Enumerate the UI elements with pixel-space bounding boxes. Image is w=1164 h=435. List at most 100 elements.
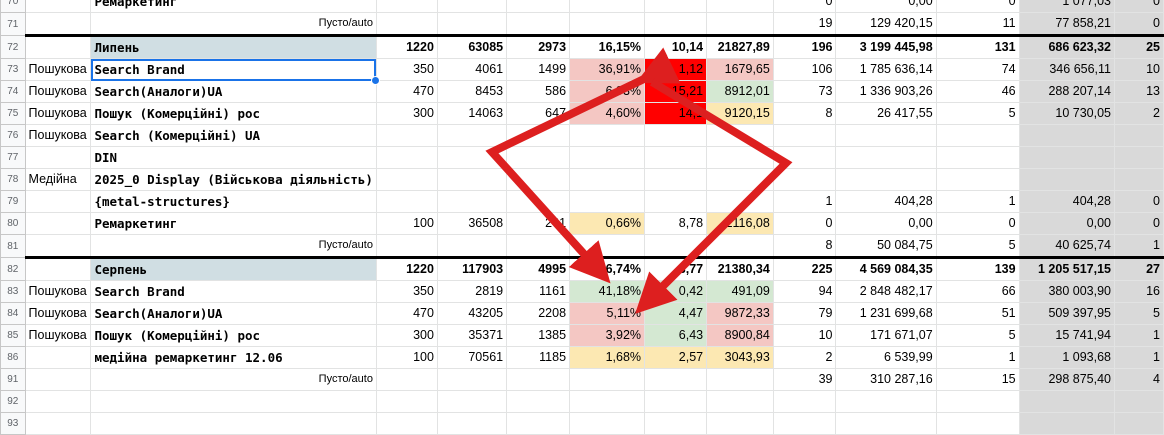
campaign-cell[interactable]: Серпень xyxy=(90,256,377,281)
value-cell[interactable] xyxy=(772,412,837,435)
value-cell[interactable]: 300 xyxy=(375,324,438,347)
type-cell[interactable]: Пошукова xyxy=(24,302,92,325)
value-cell[interactable] xyxy=(436,234,508,258)
type-cell[interactable] xyxy=(24,190,92,213)
value-cell[interactable] xyxy=(506,0,571,13)
value-cell[interactable] xyxy=(835,412,937,435)
value-cell[interactable]: 470 xyxy=(375,80,438,103)
value-cell[interactable]: 1 xyxy=(1114,346,1164,369)
row-header[interactable]: 70 xyxy=(0,0,26,13)
campaign-cell[interactable]: Search Brand xyxy=(90,280,377,303)
value-cell[interactable] xyxy=(569,0,646,13)
value-cell[interactable]: 288 207,14 xyxy=(1018,80,1116,103)
value-cell[interactable] xyxy=(644,12,708,36)
value-cell[interactable]: 11 xyxy=(935,12,1020,36)
value-cell[interactable] xyxy=(835,146,937,169)
value-cell[interactable] xyxy=(569,368,646,391)
value-cell[interactable] xyxy=(1018,168,1116,191)
campaign-cell[interactable]: Пусто/auto xyxy=(90,12,377,36)
value-cell[interactable]: 1 231 699,68 xyxy=(835,302,937,325)
value-cell[interactable]: 5,11% xyxy=(569,302,646,325)
value-cell[interactable]: 46 xyxy=(935,80,1020,103)
value-cell[interactable] xyxy=(644,368,708,391)
value-cell[interactable]: 310 287,16 xyxy=(835,368,937,391)
value-cell[interactable]: 43205 xyxy=(436,302,508,325)
value-cell[interactable]: 27 xyxy=(1114,256,1164,281)
value-cell[interactable] xyxy=(1114,124,1164,147)
value-cell[interactable] xyxy=(644,146,708,169)
value-cell[interactable]: 94 xyxy=(772,280,837,303)
value-cell[interactable]: 6,43 xyxy=(644,324,708,347)
value-cell[interactable]: 36508 xyxy=(436,212,508,235)
value-cell[interactable]: 1499 xyxy=(506,58,571,81)
value-cell[interactable] xyxy=(569,168,646,191)
value-cell[interactable]: 19 xyxy=(772,12,837,36)
value-cell[interactable]: 686 623,32 xyxy=(1018,34,1116,59)
value-cell[interactable] xyxy=(375,390,438,413)
value-cell[interactable]: 0 xyxy=(772,0,837,13)
value-cell[interactable]: 73 xyxy=(772,80,837,103)
value-cell[interactable]: 2,57 xyxy=(644,346,708,369)
value-cell[interactable] xyxy=(935,124,1020,147)
value-cell[interactable] xyxy=(375,12,438,36)
value-cell[interactable] xyxy=(1114,168,1164,191)
value-cell[interactable] xyxy=(436,412,508,435)
value-cell[interactable]: 40 625,74 xyxy=(1018,234,1116,258)
value-cell[interactable] xyxy=(935,412,1020,435)
value-cell[interactable]: 9872,33 xyxy=(706,302,774,325)
value-cell[interactable]: 0 xyxy=(935,212,1020,235)
value-cell[interactable]: 1 xyxy=(1114,234,1164,258)
value-cell[interactable] xyxy=(706,368,774,391)
value-cell[interactable] xyxy=(644,168,708,191)
value-cell[interactable]: 0 xyxy=(1114,12,1164,36)
value-cell[interactable] xyxy=(706,12,774,36)
value-cell[interactable] xyxy=(436,0,508,13)
row-header[interactable]: 77 xyxy=(0,146,26,169)
value-cell[interactable]: 25 xyxy=(1114,34,1164,59)
value-cell[interactable] xyxy=(506,368,571,391)
value-cell[interactable] xyxy=(1018,124,1116,147)
value-cell[interactable] xyxy=(375,190,438,213)
value-cell[interactable]: 8 xyxy=(772,102,837,125)
value-cell[interactable]: 4,47 xyxy=(644,302,708,325)
value-cell[interactable]: 380 003,90 xyxy=(1018,280,1116,303)
type-cell[interactable] xyxy=(24,146,92,169)
value-cell[interactable] xyxy=(644,0,708,13)
value-cell[interactable] xyxy=(706,146,774,169)
value-cell[interactable] xyxy=(706,412,774,435)
value-cell[interactable] xyxy=(1018,412,1116,435)
value-cell[interactable]: 35371 xyxy=(436,324,508,347)
value-cell[interactable] xyxy=(772,168,837,191)
value-cell[interactable]: 1 xyxy=(772,190,837,213)
value-cell[interactable]: 16,74% xyxy=(569,256,646,281)
value-cell[interactable] xyxy=(569,190,646,213)
value-cell[interactable]: 1,12 xyxy=(644,58,708,81)
value-cell[interactable]: 8453 xyxy=(436,80,508,103)
value-cell[interactable]: 26 417,55 xyxy=(835,102,937,125)
type-cell[interactable] xyxy=(24,0,92,13)
value-cell[interactable]: 4995 xyxy=(506,256,571,281)
value-cell[interactable]: 1 785 636,14 xyxy=(835,58,937,81)
value-cell[interactable]: 21380,34 xyxy=(706,256,774,281)
value-cell[interactable]: 131 xyxy=(935,34,1020,59)
value-cell[interactable]: 1,68% xyxy=(569,346,646,369)
value-cell[interactable] xyxy=(436,390,508,413)
value-cell[interactable] xyxy=(506,390,571,413)
value-cell[interactable] xyxy=(506,124,571,147)
value-cell[interactable]: 241 xyxy=(506,212,571,235)
value-cell[interactable] xyxy=(569,390,646,413)
value-cell[interactable]: 10,14 xyxy=(644,34,708,59)
type-cell[interactable] xyxy=(24,234,92,258)
value-cell[interactable]: 117903 xyxy=(436,256,508,281)
value-cell[interactable]: 0,00 xyxy=(835,212,937,235)
value-cell[interactable] xyxy=(375,168,438,191)
type-cell[interactable]: Пошукова xyxy=(24,80,92,103)
value-cell[interactable]: 0,00 xyxy=(1018,212,1116,235)
value-cell[interactable]: 470 xyxy=(375,302,438,325)
value-cell[interactable] xyxy=(935,168,1020,191)
value-cell[interactable] xyxy=(1018,146,1116,169)
row-header[interactable]: 82 xyxy=(0,257,26,281)
value-cell[interactable]: 404,28 xyxy=(1018,190,1116,213)
value-cell[interactable]: 6 539,99 xyxy=(835,346,937,369)
